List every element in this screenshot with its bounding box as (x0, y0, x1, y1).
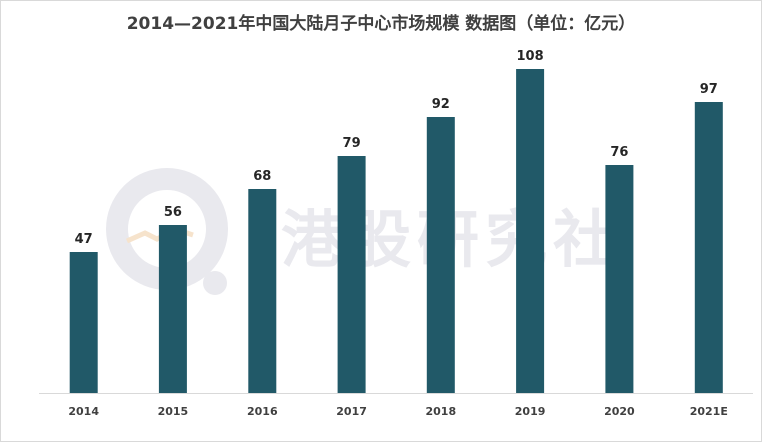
x-tick-label-2016: 2016 (247, 405, 278, 418)
data-label-2014: 47 (75, 232, 93, 247)
x-tick-label-2015: 2015 (158, 405, 189, 418)
x-tick-label-2019: 2019 (515, 405, 546, 418)
bar-2021E (694, 102, 723, 393)
bar-2018 (426, 117, 455, 393)
data-label-2021E: 97 (700, 82, 718, 97)
data-label-2015: 56 (164, 205, 182, 220)
bar-2019 (516, 69, 545, 393)
bar-2020 (605, 165, 634, 393)
data-label-2019: 108 (517, 49, 544, 64)
x-tick-label-2018: 2018 (425, 405, 456, 418)
data-label-2017: 79 (343, 136, 361, 151)
data-label-2020: 76 (610, 145, 628, 160)
x-tick-label-2014: 2014 (68, 405, 99, 418)
bar-2016 (248, 189, 277, 393)
data-label-2018: 92 (432, 97, 450, 112)
bar-2015 (158, 225, 187, 393)
bar-2014 (69, 252, 98, 393)
chart-title: 2014—2021年中国大陆月子中心市场规模 数据图（单位：亿元） (126, 14, 636, 34)
bar-2017 (337, 156, 366, 393)
x-tick-label-2020: 2020 (604, 405, 635, 418)
x-tick-label-2021E: 2021E (690, 405, 728, 418)
data-label-2016: 68 (253, 169, 271, 184)
x-tick-label-2017: 2017 (336, 405, 367, 418)
